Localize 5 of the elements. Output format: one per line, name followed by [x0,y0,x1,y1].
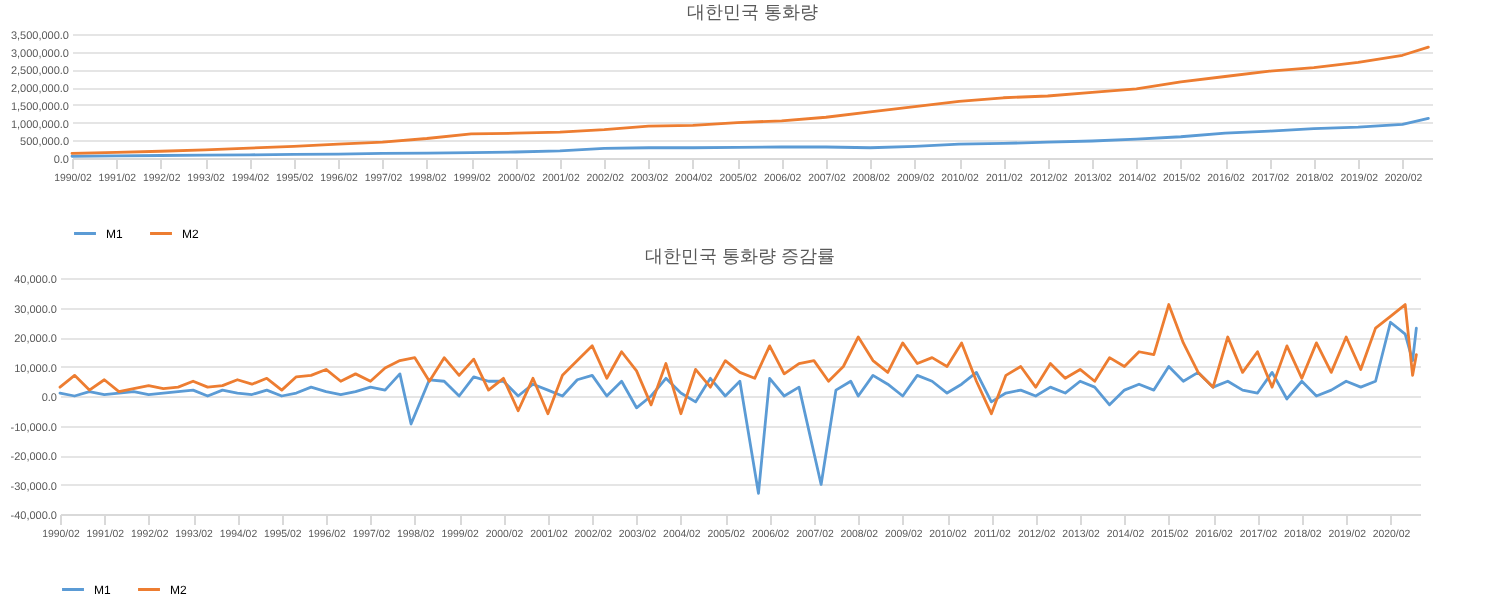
line-series [70,45,1430,155]
chart-title: 대한민국 통화량 증감률 [644,246,836,266]
line-series [58,303,1418,416]
line-series [58,320,1418,495]
chart-title: 대한민국 통화량 [686,2,818,22]
